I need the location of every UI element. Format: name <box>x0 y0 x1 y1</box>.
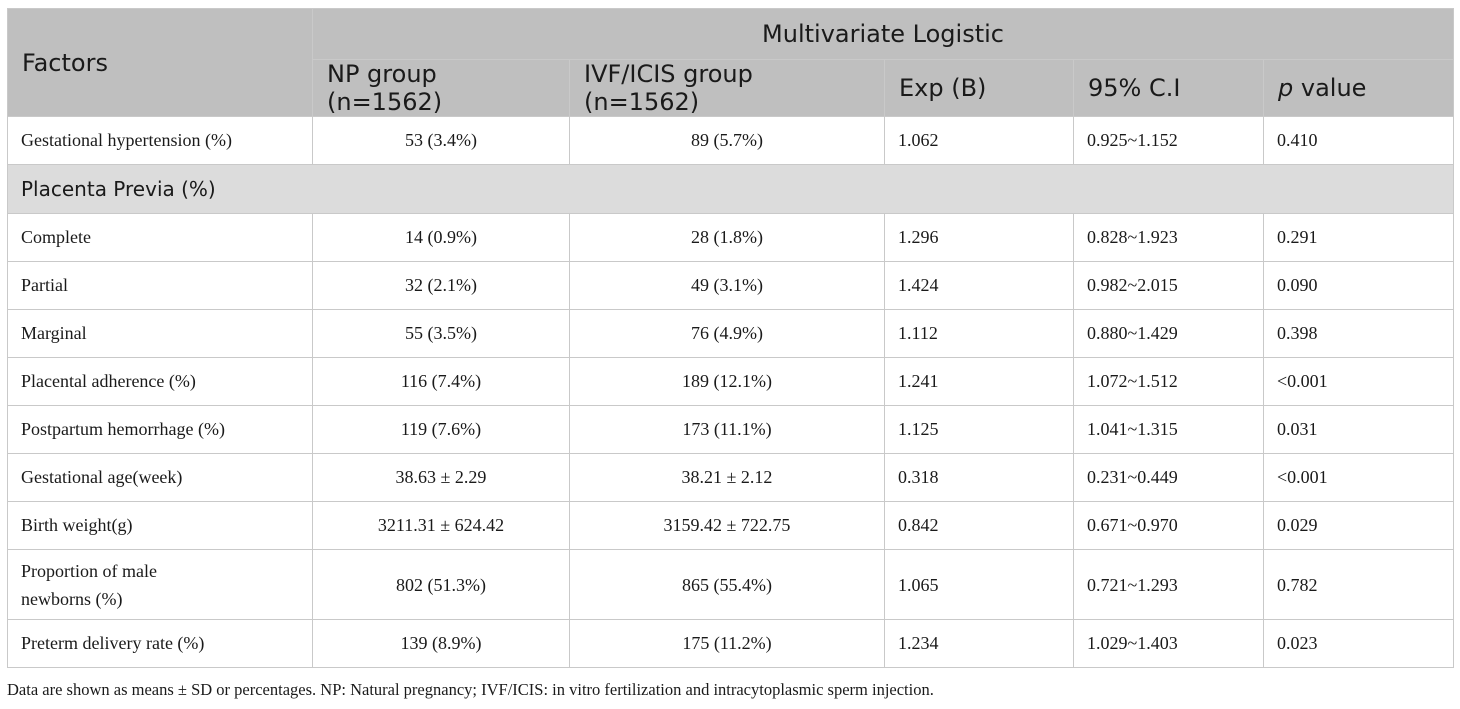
section-row: Placenta Previa (%) <box>7 164 1454 214</box>
table-row: Marginal 55 (3.5%) 76 (4.9%) 1.112 0.880… <box>7 309 1454 358</box>
header-p-value: p value <box>1263 59 1454 117</box>
cell-ivf: 173 (11.1%) <box>569 405 885 454</box>
table-row: Birth weight(g) 3211.31 ± 624.42 3159.42… <box>7 501 1454 550</box>
cell-ivf: 76 (4.9%) <box>569 309 885 358</box>
table-row: Proportion of male newborns (%) 802 (51.3… <box>7 549 1454 620</box>
cell-expb: 1.062 <box>884 116 1074 165</box>
cell-ci: 0.880~1.429 <box>1073 309 1264 358</box>
cell-np: 3211.31 ± 624.42 <box>312 501 570 550</box>
cell-ci: 1.041~1.315 <box>1073 405 1264 454</box>
cell-factor: Gestational hypertension (%) <box>7 116 313 165</box>
cell-ivf: 3159.42 ± 722.75 <box>569 501 885 550</box>
cell-expb: 1.296 <box>884 213 1074 262</box>
header-p-rest: value <box>1293 74 1367 102</box>
table-row: Complete 14 (0.9%) 28 (1.8%) 1.296 0.828… <box>7 213 1454 262</box>
table-row: Placental adherence (%) 116 (7.4%) 189 (… <box>7 357 1454 406</box>
cell-p: 0.291 <box>1263 213 1454 262</box>
cell-ivf: 189 (12.1%) <box>569 357 885 406</box>
cell-p: 0.029 <box>1263 501 1454 550</box>
cell-ci: 1.072~1.512 <box>1073 357 1264 406</box>
cell-factor: Partial <box>7 261 313 310</box>
results-table: Factors Multivariate Logistic NP group (… <box>7 8 1454 668</box>
cell-ivf: 89 (5.7%) <box>569 116 885 165</box>
cell-ivf: 49 (3.1%) <box>569 261 885 310</box>
table-row: Preterm delivery rate (%) 139 (8.9%) 175… <box>7 619 1454 668</box>
cell-ci: 0.721~1.293 <box>1073 549 1264 620</box>
cell-p: 0.782 <box>1263 549 1454 620</box>
cell-p: 0.031 <box>1263 405 1454 454</box>
cell-expb: 0.842 <box>884 501 1074 550</box>
cell-expb: 1.065 <box>884 549 1074 620</box>
table-body: Gestational hypertension (%) 53 (3.4%) 8… <box>7 116 1454 668</box>
cell-factor: Preterm delivery rate (%) <box>7 619 313 668</box>
cell-p: 0.023 <box>1263 619 1454 668</box>
cell-ci: 0.671~0.970 <box>1073 501 1264 550</box>
cell-np: 14 (0.9%) <box>312 213 570 262</box>
cell-factor-line2: newborns (%) <box>21 588 123 609</box>
table-row: Gestational age(week) 38.63 ± 2.29 38.21… <box>7 453 1454 502</box>
cell-np: 139 (8.9%) <box>312 619 570 668</box>
cell-expb: 1.234 <box>884 619 1074 668</box>
section-label: Placenta Previa (%) <box>7 164 1454 214</box>
cell-np: 55 (3.5%) <box>312 309 570 358</box>
cell-factor: Proportion of male newborns (%) <box>7 549 313 620</box>
table-footnote: Data are shown as means ± SD or percenta… <box>7 680 934 699</box>
cell-np: 116 (7.4%) <box>312 357 570 406</box>
header-ivf-group: IVF/ICIS group (n=1562) <box>569 59 885 117</box>
header-multivariate-logistic: Multivariate Logistic <box>312 8 1454 60</box>
header-np-group: NP group (n=1562) <box>312 59 570 117</box>
cell-ivf: 28 (1.8%) <box>569 213 885 262</box>
cell-factor: Birth weight(g) <box>7 501 313 550</box>
cell-expb: 1.241 <box>884 357 1074 406</box>
cell-p: 0.398 <box>1263 309 1454 358</box>
header-p-italic: p <box>1278 74 1294 102</box>
cell-factor: Marginal <box>7 309 313 358</box>
cell-factor: Postpartum hemorrhage (%) <box>7 405 313 454</box>
cell-expb: 0.318 <box>884 453 1074 502</box>
cell-factor: Gestational age(week) <box>7 453 313 502</box>
cell-p: 0.090 <box>1263 261 1454 310</box>
cell-ci: 0.828~1.923 <box>1073 213 1264 262</box>
table-row: Postpartum hemorrhage (%) 119 (7.6%) 173… <box>7 405 1454 454</box>
table-row: Partial 32 (2.1%) 49 (3.1%) 1.424 0.982~… <box>7 261 1454 310</box>
cell-expb: 1.112 <box>884 309 1074 358</box>
cell-ivf: 38.21 ± 2.12 <box>569 453 885 502</box>
cell-np: 802 (51.3%) <box>312 549 570 620</box>
header-exp-b: Exp (B) <box>884 59 1074 117</box>
cell-expb: 1.125 <box>884 405 1074 454</box>
cell-np: 38.63 ± 2.29 <box>312 453 570 502</box>
cell-p: <0.001 <box>1263 453 1454 502</box>
results-table-container: Factors Multivariate Logistic NP group (… <box>7 8 1454 668</box>
cell-ivf: 865 (55.4%) <box>569 549 885 620</box>
cell-ci: 1.029~1.403 <box>1073 619 1264 668</box>
cell-np: 32 (2.1%) <box>312 261 570 310</box>
cell-expb: 1.424 <box>884 261 1074 310</box>
cell-p: 0.410 <box>1263 116 1454 165</box>
table-header: Factors Multivariate Logistic NP group (… <box>7 8 1454 117</box>
table-row: Gestational hypertension (%) 53 (3.4%) 8… <box>7 116 1454 165</box>
cell-ci: 0.231~0.449 <box>1073 453 1264 502</box>
cell-np: 53 (3.4%) <box>312 116 570 165</box>
cell-np: 119 (7.6%) <box>312 405 570 454</box>
cell-ci: 0.925~1.152 <box>1073 116 1264 165</box>
cell-factor-line1: Proportion of male <box>21 560 157 581</box>
cell-ivf: 175 (11.2%) <box>569 619 885 668</box>
cell-ci: 0.982~2.015 <box>1073 261 1264 310</box>
cell-p: <0.001 <box>1263 357 1454 406</box>
cell-factor: Placental adherence (%) <box>7 357 313 406</box>
cell-factor: Complete <box>7 213 313 262</box>
header-factors: Factors <box>7 8 313 117</box>
header-ci: 95% C.I <box>1073 59 1264 117</box>
